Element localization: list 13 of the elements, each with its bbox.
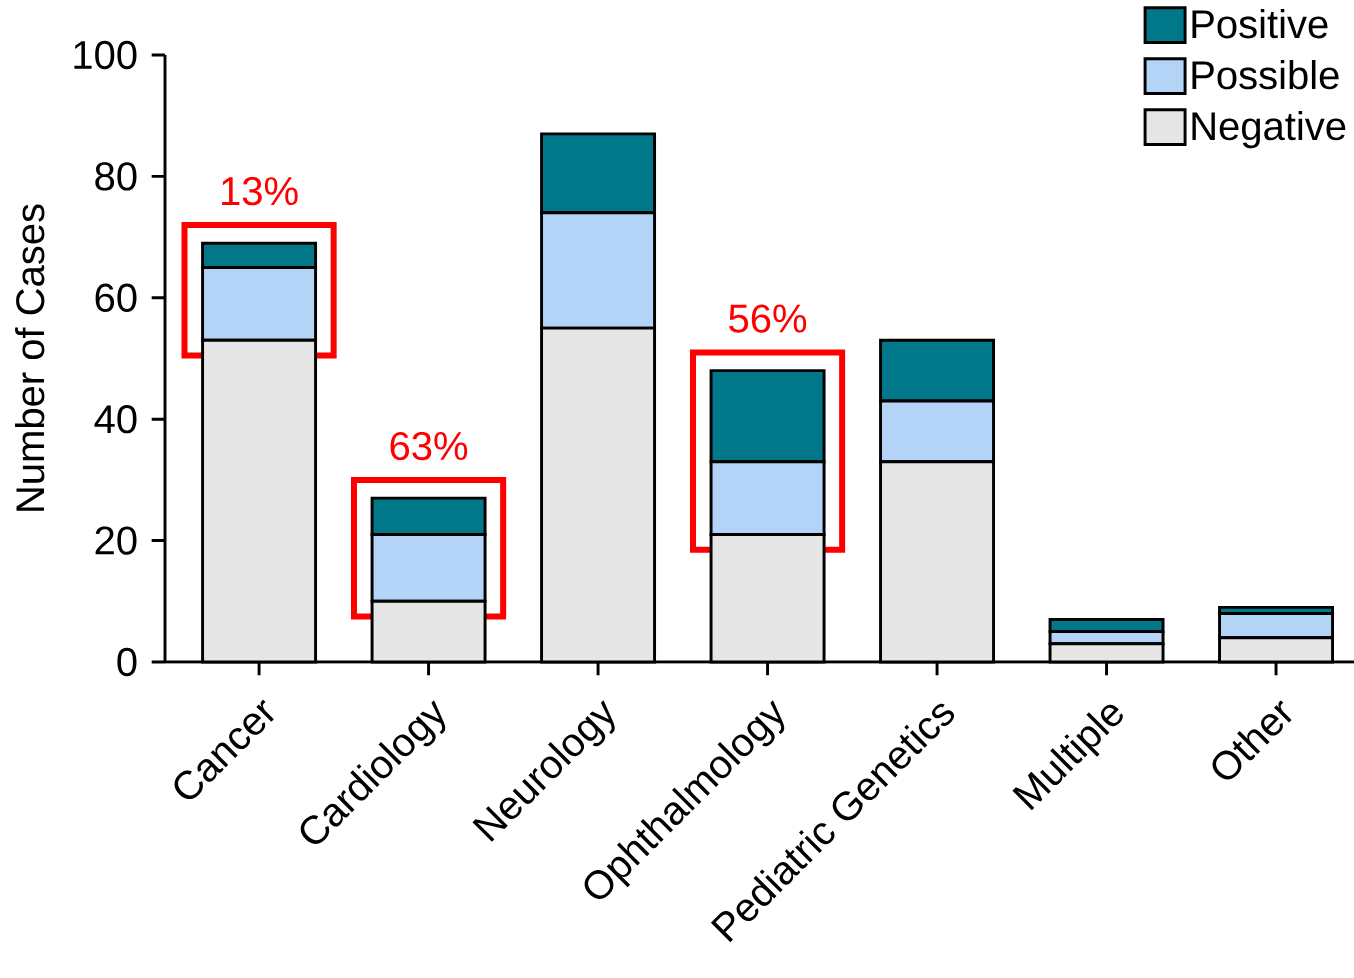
y-tick-label: 0 [117, 647, 137, 677]
annotation: 56% [729, 304, 807, 333]
y-tick-label: 60 [95, 283, 137, 312]
y-tick-label: 20 [95, 526, 137, 555]
legend-label: Possible [1192, 59, 1339, 90]
annotation: 63% [390, 431, 468, 461]
y-tick-label: 80 [95, 162, 137, 191]
legend-label: Negative [1192, 110, 1346, 149]
annotation: 13% [222, 176, 298, 206]
legend-label: Positive [1192, 9, 1328, 39]
y-tick-label: 100 [74, 40, 137, 70]
y-tick-label: 40 [94, 405, 137, 434]
y-axis-title: Number of Cases [15, 204, 45, 511]
